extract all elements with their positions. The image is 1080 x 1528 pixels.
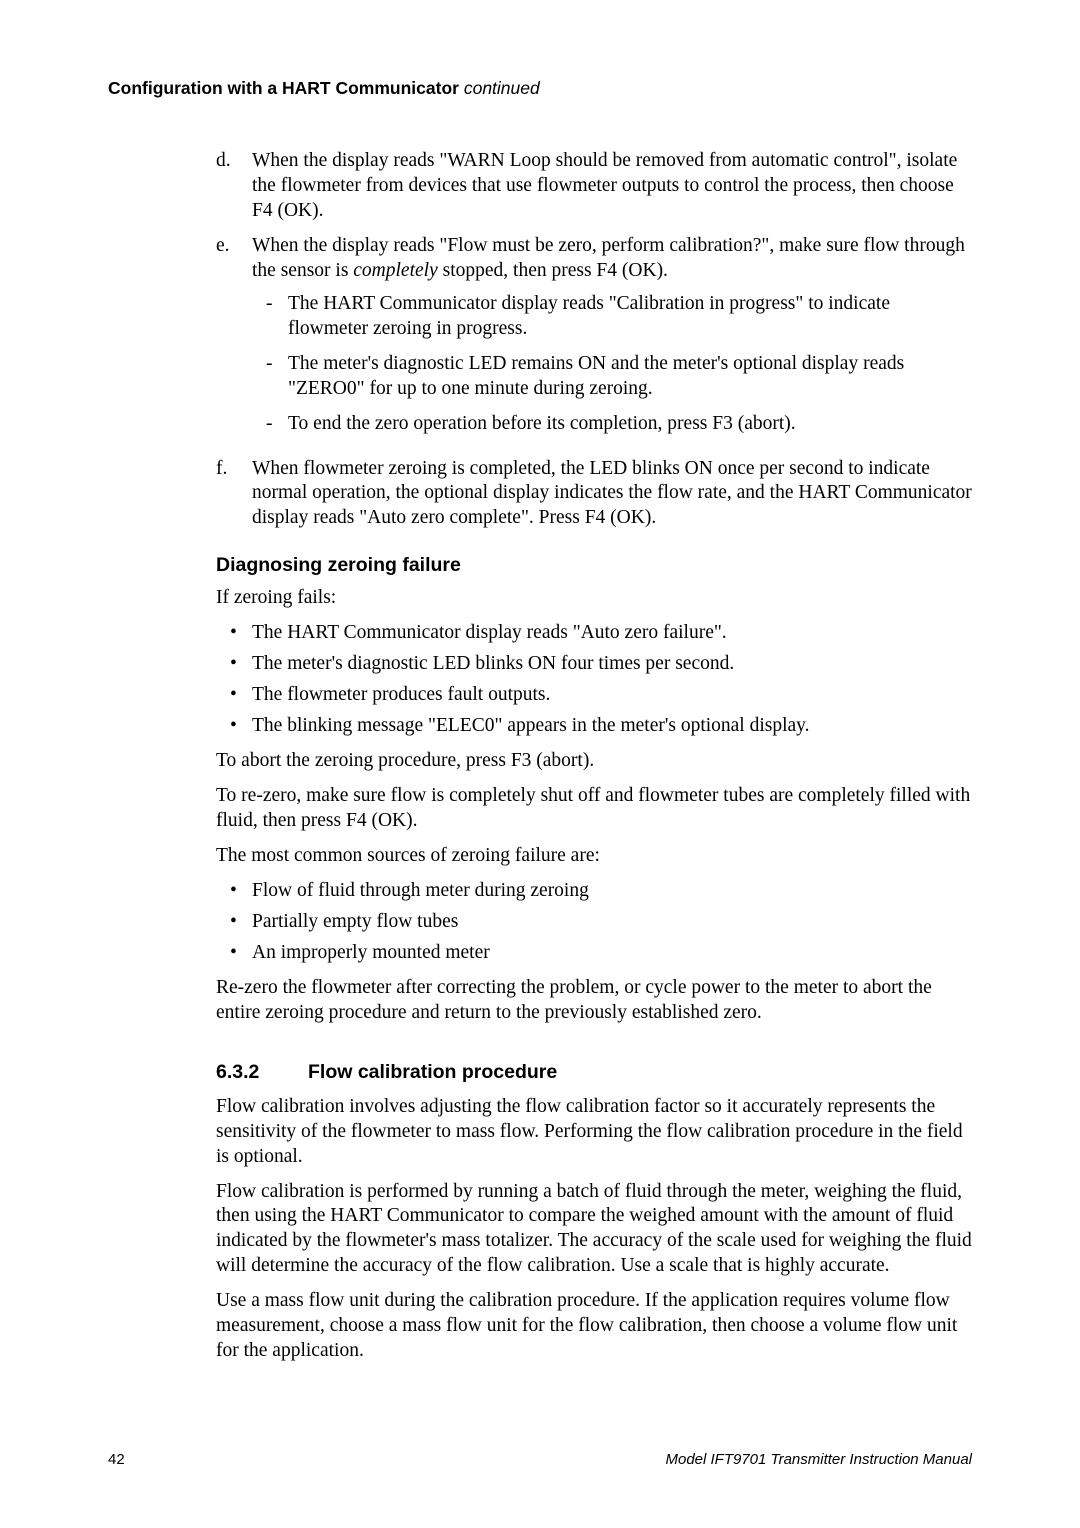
- paragraph: To re-zero, make sure flow is completely…: [216, 784, 972, 834]
- bullet-marker: •: [216, 941, 252, 966]
- dash-item: -To end the zero operation before its co…: [252, 412, 972, 437]
- bullet-marker: •: [216, 714, 252, 739]
- bullet-item: •The blinking message "ELEC0" appears in…: [216, 714, 972, 739]
- bullet-marker: •: [216, 652, 252, 677]
- running-header: Configuration with a HART Communicator c…: [108, 78, 972, 99]
- page-footer: 42 Model IFT9701 Transmitter Instruction…: [108, 1451, 972, 1468]
- bullet-item: •Partially empty flow tubes: [216, 910, 972, 935]
- list-marker: f.: [216, 457, 252, 532]
- lettered-item-e: e. When the display reads "Flow must be …: [216, 234, 972, 447]
- bullet-item: •The HART Communicator display reads "Au…: [216, 621, 972, 646]
- list-text: When flowmeter zeroing is completed, the…: [252, 457, 972, 532]
- bullet-text: The blinking message "ELEC0" appears in …: [252, 714, 972, 739]
- list-marker: e.: [216, 234, 252, 447]
- bullet-list-causes: •Flow of fluid through meter during zero…: [216, 879, 972, 966]
- dash-marker: -: [252, 352, 288, 402]
- text-after-italic: stopped, then press F4 (OK).: [438, 260, 668, 281]
- dash-text: The HART Communicator display reads "Cal…: [288, 292, 972, 342]
- subheading-diagnosing: Diagnosing zeroing failure: [216, 553, 972, 578]
- paragraph: To abort the zeroing procedure, press F3…: [216, 749, 972, 774]
- bullet-text: The flowmeter produces fault outputs.: [252, 683, 972, 708]
- bullet-item: •The flowmeter produces fault outputs.: [216, 683, 972, 708]
- bullet-text: Flow of fluid through meter during zeroi…: [252, 879, 972, 904]
- paragraph: Flow calibration is performed by running…: [216, 1180, 972, 1280]
- lettered-item-d: d. When the display reads "WARN Loop sho…: [216, 149, 972, 224]
- bullet-marker: •: [216, 879, 252, 904]
- dash-item: -The HART Communicator display reads "Ca…: [252, 292, 972, 342]
- dash-marker: -: [252, 412, 288, 437]
- manual-title: Model IFT9701 Transmitter Instruction Ma…: [665, 1451, 972, 1468]
- paragraph: The most common sources of zeroing failu…: [216, 844, 972, 869]
- page-number: 42: [108, 1451, 125, 1468]
- italic-word: completely: [353, 260, 437, 281]
- running-header-continued: continued: [459, 78, 540, 98]
- dash-list: -The HART Communicator display reads "Ca…: [252, 292, 972, 437]
- bullet-item: •An improperly mounted meter: [216, 941, 972, 966]
- numbered-heading: 6.3.2Flow calibration procedure: [216, 1060, 972, 1085]
- section-title: Flow calibration procedure: [308, 1061, 557, 1083]
- dash-text: The meter's diagnostic LED remains ON an…: [288, 352, 972, 402]
- paragraph: Flow calibration involves adjusting the …: [216, 1095, 972, 1170]
- lettered-list: d. When the display reads "WARN Loop sho…: [216, 149, 972, 531]
- bullet-marker: •: [216, 621, 252, 646]
- bullet-marker: •: [216, 683, 252, 708]
- list-text: When the display reads "WARN Loop should…: [252, 149, 972, 224]
- paragraph: Re-zero the flowmeter after correcting t…: [216, 976, 972, 1026]
- bullet-text: The HART Communicator display reads "Aut…: [252, 621, 972, 646]
- bullet-item: •The meter's diagnostic LED blinks ON fo…: [216, 652, 972, 677]
- bullet-list-failures: •The HART Communicator display reads "Au…: [216, 621, 972, 739]
- body-content: d. When the display reads "WARN Loop sho…: [216, 149, 972, 1364]
- page: Configuration with a HART Communicator c…: [0, 0, 1080, 1528]
- lettered-item-f: f. When flowmeter zeroing is completed, …: [216, 457, 972, 532]
- list-text: When the display reads "Flow must be zer…: [252, 234, 972, 447]
- bullet-text: An improperly mounted meter: [252, 941, 972, 966]
- paragraph: If zeroing fails:: [216, 586, 972, 611]
- section-number: 6.3.2: [216, 1060, 308, 1085]
- bullet-text: Partially empty flow tubes: [252, 910, 972, 935]
- dash-item: -The meter's diagnostic LED remains ON a…: [252, 352, 972, 402]
- dash-marker: -: [252, 292, 288, 342]
- list-marker: d.: [216, 149, 252, 224]
- dash-text: To end the zero operation before its com…: [288, 412, 972, 437]
- paragraph: Use a mass flow unit during the calibrat…: [216, 1289, 972, 1364]
- running-header-title: Configuration with a HART Communicator: [108, 78, 459, 98]
- bullet-item: •Flow of fluid through meter during zero…: [216, 879, 972, 904]
- bullet-marker: •: [216, 910, 252, 935]
- bullet-text: The meter's diagnostic LED blinks ON fou…: [252, 652, 972, 677]
